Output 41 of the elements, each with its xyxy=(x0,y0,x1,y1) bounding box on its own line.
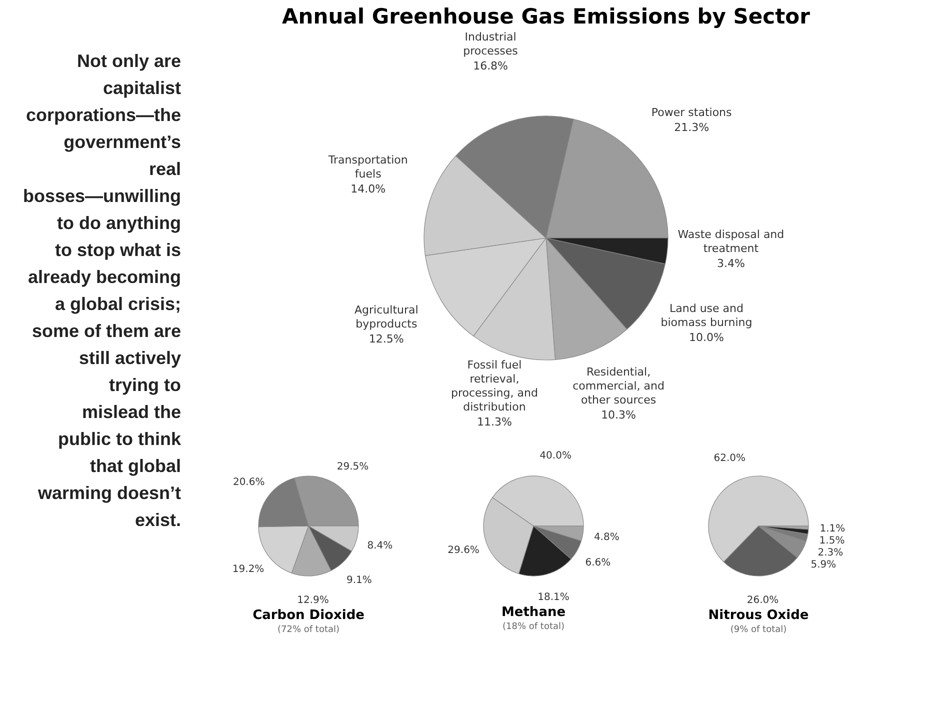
data-label: 3.4% xyxy=(716,256,745,270)
data-label: 26.0% xyxy=(746,594,779,606)
slice-label: Residential, commercial, and other sources xyxy=(572,365,664,406)
data-label: 9.1% xyxy=(346,574,372,586)
slice-label: Transportation fuels xyxy=(327,154,408,181)
text: Nitrous Oxide xyxy=(708,608,809,623)
data-label: 62.0% xyxy=(714,452,746,464)
data-label: 2.3% xyxy=(818,548,844,559)
data-label: 14.0% xyxy=(350,182,386,196)
text: (18% of total) xyxy=(502,622,565,632)
data-label: 40.0% xyxy=(540,450,572,462)
data-label: 1.5% xyxy=(819,536,845,547)
slice-label: Waste disposal and treatment xyxy=(678,228,784,255)
data-label: 29.6% xyxy=(448,545,480,556)
data-label: 8.4% xyxy=(367,540,393,552)
data-label: 21.3% xyxy=(674,121,710,134)
text: (72% of total) xyxy=(277,624,340,635)
chart-title: Annual Greenhouse Gas Emissions by Sector xyxy=(282,4,811,28)
data-label: 19.2% xyxy=(232,564,264,576)
text: Methane xyxy=(501,605,566,620)
data-label: 5.9% xyxy=(810,560,836,571)
data-label: 18.1% xyxy=(538,592,570,604)
text: Carbon Dioxide xyxy=(252,608,365,623)
data-label: 20.6% xyxy=(232,477,265,488)
data-label: 1.1% xyxy=(820,524,846,535)
data-label: 4.8% xyxy=(594,532,620,544)
text: Not only are capitalist corporations—the government’s real bosses—unwilling to do anything to stop what is already becoming a global crisis; some of them are still actively trying to mislead the public to think that global warming doesn’t exist. xyxy=(22,51,181,530)
data-label: 16.8% xyxy=(473,59,508,72)
data-label: 11.3% xyxy=(476,416,512,429)
data-label: 10.3% xyxy=(601,408,636,422)
data-label: 6.6% xyxy=(585,557,611,568)
data-label: 12.5% xyxy=(368,332,404,346)
slice-label: Land use and biomass burning xyxy=(660,302,752,330)
data-label: 10.0% xyxy=(689,331,724,344)
slice-label: Power stations xyxy=(651,106,732,120)
slice-label: Fossil fuel retrieval, processing, and distribution xyxy=(450,358,538,414)
data-label: 29.5% xyxy=(336,462,369,473)
text: (9% of total) xyxy=(730,624,787,635)
slice-label: Agricultural byproducts xyxy=(354,304,418,331)
data-label: 12.9% xyxy=(297,594,329,606)
slice-label: Industrial processes xyxy=(463,30,518,58)
